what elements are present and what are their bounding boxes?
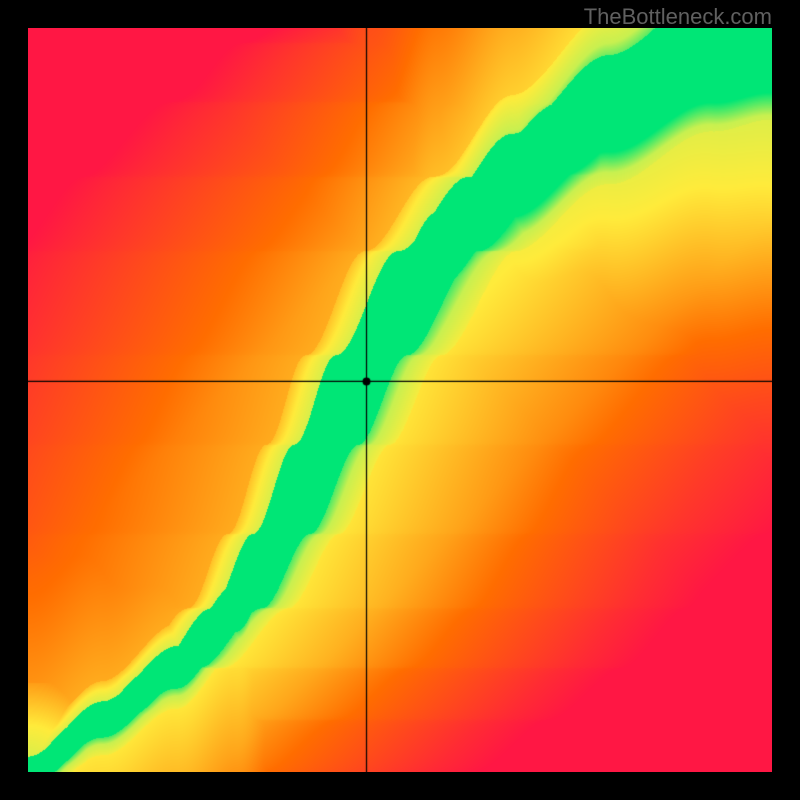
plot-area xyxy=(28,28,772,772)
chart-container: TheBottleneck.com xyxy=(0,0,800,800)
heatmap-canvas xyxy=(28,28,772,772)
watermark-text: TheBottleneck.com xyxy=(584,4,772,30)
